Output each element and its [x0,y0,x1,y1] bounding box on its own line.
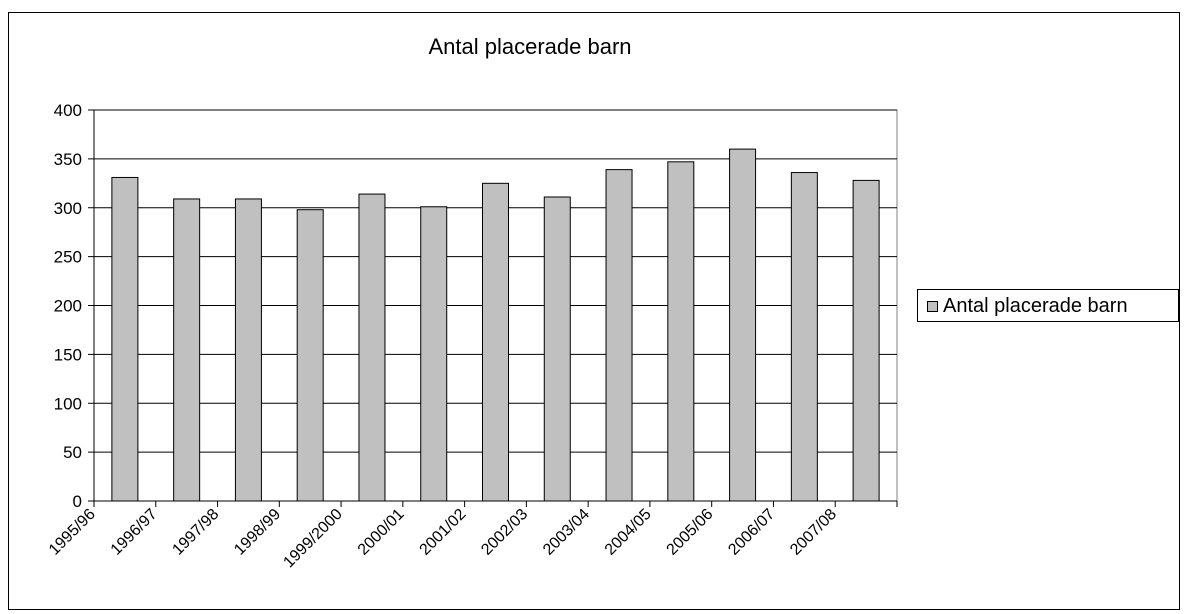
x-tick-label: 2004/05 [602,506,655,559]
y-tick-label: 50 [63,443,82,462]
x-tick-label: 1998/99 [231,506,284,559]
x-tick-label: 1997/98 [169,506,222,559]
bar [420,206,448,502]
x-tick-label: 2001/02 [417,506,470,559]
bar [605,169,633,502]
y-tick-label: 100 [54,394,82,413]
bar [667,161,695,502]
y-tick-label: 350 [54,150,82,169]
x-tick-label: 2006/07 [725,506,778,559]
bar [173,198,201,502]
x-tick-label: 2005/06 [664,506,717,559]
bar [790,172,818,502]
y-tick-label: 150 [54,345,82,364]
bar [482,182,509,502]
y-tick-label: 0 [73,492,82,511]
x-tick-label: 1996/97 [108,506,161,559]
x-tick-label: 2007/08 [787,506,840,559]
x-tick-label: 1999/2000 [280,506,346,572]
bar [358,193,386,502]
x-tick-label: 2000/01 [355,506,408,559]
x-tick-label: 2003/04 [540,506,593,559]
legend-swatch [927,301,938,312]
x-tick-label: 1995/96 [46,506,99,559]
legend-label: Antal placerade barn [943,295,1128,317]
bar [729,148,757,502]
legend: Antal placerade barn [917,289,1179,322]
bar [111,176,139,502]
y-tick-label: 250 [54,248,82,267]
bar [296,209,324,502]
bar [234,198,262,502]
y-tick-label: 400 [54,101,82,120]
x-tick-label: 2002/03 [478,506,531,559]
y-tick-label: 200 [54,297,82,316]
y-tick-label: 300 [54,199,82,218]
bar [852,179,880,502]
bar [543,196,571,502]
chart-title: Antal placerade barn [428,34,632,59]
